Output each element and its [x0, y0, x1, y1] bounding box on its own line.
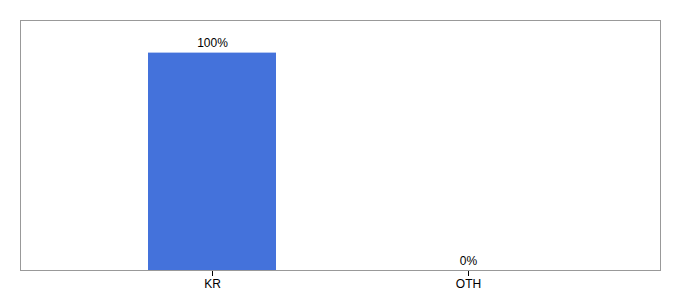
- svg-text:KR: KR: [204, 277, 221, 291]
- svg-text:0%: 0%: [460, 254, 478, 268]
- svg-text:100%: 100%: [197, 36, 228, 50]
- svg-text:OTH: OTH: [456, 277, 481, 291]
